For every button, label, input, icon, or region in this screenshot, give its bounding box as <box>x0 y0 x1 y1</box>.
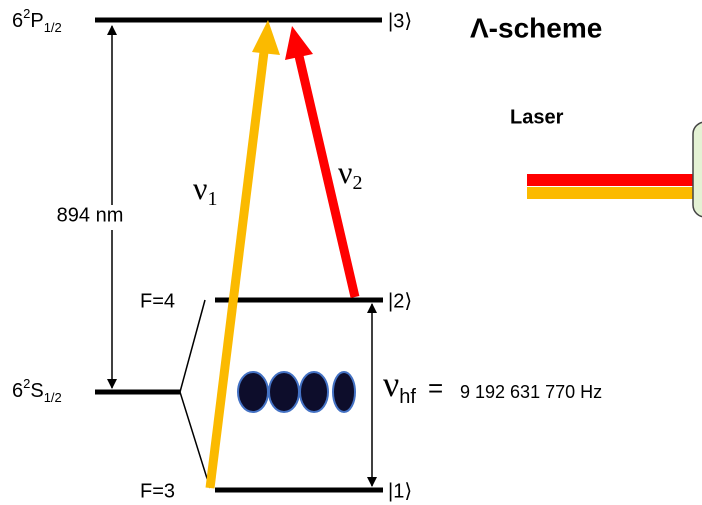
hf-label: νhf <box>383 364 416 408</box>
atom <box>269 372 299 412</box>
nu1-arrow <box>210 52 264 488</box>
atom <box>333 372 355 412</box>
nu1-arrow-head <box>252 20 280 55</box>
hf-equals: = <box>428 373 443 403</box>
ket-2: |2⟩ <box>388 290 412 312</box>
atoms <box>238 372 355 412</box>
s-state-label: 62S1/2 <box>12 376 62 405</box>
nu-sub: 2 <box>352 172 362 194</box>
nu1-label: ν1 <box>193 170 217 209</box>
label-part: 6 <box>12 10 23 32</box>
nu2-label: ν2 <box>338 154 362 193</box>
ket-3: |3⟩ <box>388 10 412 32</box>
hf-value: 9 192 631 770 Hz <box>460 382 602 402</box>
label-sub: 1/2 <box>44 20 62 35</box>
f4-label: F=4 <box>140 290 175 312</box>
diagram: 894 nm 62P1/2 62S1/2 F=4 F=3 |3⟩ |2⟩ |1⟩… <box>0 0 702 505</box>
laser-label: Laser <box>510 106 564 128</box>
nu-sub: 1 <box>207 188 217 210</box>
split-line <box>180 300 205 392</box>
nu-sub: hf <box>399 386 416 408</box>
wavelength-label: 894 nm <box>57 204 124 226</box>
atom <box>238 372 268 412</box>
label-part: 6 <box>12 380 23 402</box>
scheme-title: Λ-scheme <box>470 12 602 43</box>
label-sub: 1/2 <box>44 390 62 405</box>
atom <box>300 372 328 412</box>
nu-symbol: ν <box>193 170 207 206</box>
split-line <box>180 392 210 488</box>
label-sup: 2 <box>23 376 30 391</box>
label-sup: 2 <box>23 6 30 21</box>
nu2-arrow-head <box>285 26 313 60</box>
nu-symbol: ν <box>383 364 399 404</box>
cell <box>693 122 702 217</box>
f3-label: F=3 <box>140 480 175 502</box>
p-state-label: 62P1/2 <box>12 6 62 35</box>
label-part: S <box>30 380 43 402</box>
label-part: P <box>30 10 43 32</box>
nu-symbol: ν <box>338 154 352 190</box>
ket-1: |1⟩ <box>388 480 412 502</box>
